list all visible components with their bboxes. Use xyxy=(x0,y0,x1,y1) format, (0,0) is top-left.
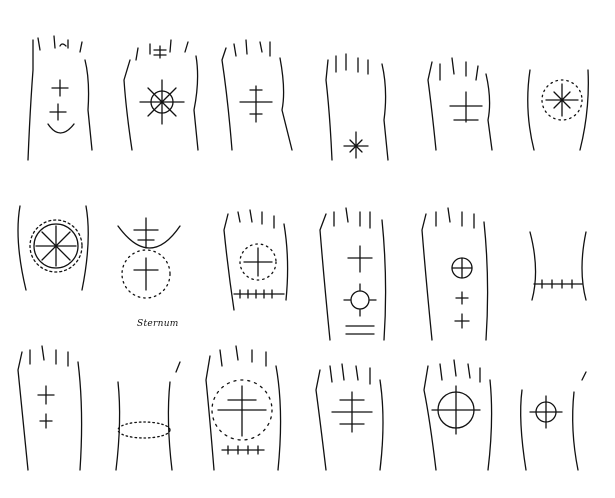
hand-single-cross xyxy=(221,39,293,151)
hand-rayed-circle xyxy=(423,359,493,471)
hand-two-crosses-arc xyxy=(27,35,93,161)
sternum-motif xyxy=(117,217,181,299)
arm-dotted-ring xyxy=(115,361,181,471)
hand-cross-flower-ring xyxy=(205,345,282,471)
hand-dotted-circle-band xyxy=(223,209,289,311)
arm-toothed-circle xyxy=(17,205,89,291)
arm-dotted-circle-cross xyxy=(527,69,589,151)
leg-band xyxy=(529,231,587,301)
hand-sunburst-circle xyxy=(123,39,199,151)
arm-circle-crosses xyxy=(421,207,489,341)
hand-plain-crosses xyxy=(17,345,83,471)
arm-cross-sun-bars xyxy=(319,207,387,341)
sternum-label: Sternum xyxy=(137,319,179,329)
hand-anchor-cross xyxy=(427,57,493,151)
hand-cluster-crosses xyxy=(315,363,384,471)
hand-wrist-cross xyxy=(325,53,389,161)
hand-small-rayed-circle xyxy=(520,371,587,471)
